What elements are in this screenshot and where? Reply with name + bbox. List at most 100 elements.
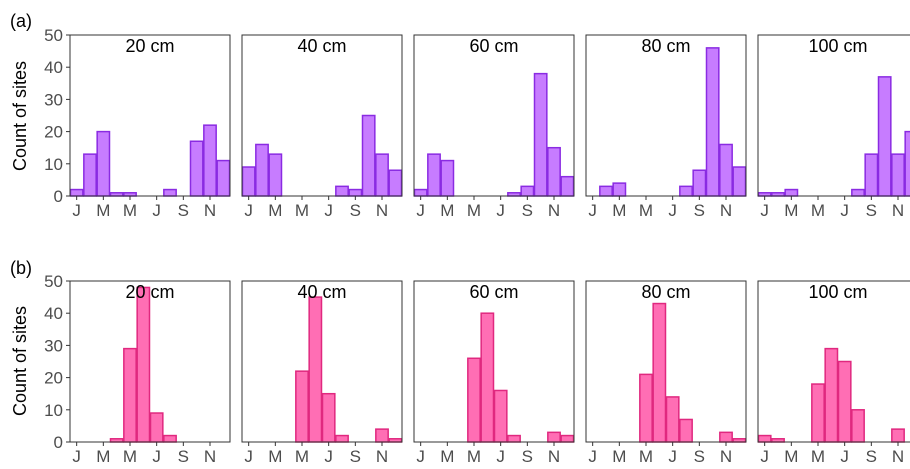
x-tick-label: J <box>152 201 161 220</box>
histogram-bar <box>203 124 217 197</box>
histogram-bar <box>560 434 575 443</box>
histogram-bar <box>824 347 839 443</box>
y-tick-label: 20 <box>44 369 63 388</box>
histogram-bar <box>123 347 137 443</box>
facet-title: 100 cm <box>808 282 867 302</box>
facet-title: 40 cm <box>297 282 346 302</box>
facet-panel-border <box>757 34 910 197</box>
histogram-bar <box>295 370 309 443</box>
histogram-bar <box>189 140 204 197</box>
histogram-bar <box>136 286 151 443</box>
histogram-bar <box>851 409 865 443</box>
x-tick-label: S <box>866 447 877 466</box>
histogram-bar <box>335 434 349 443</box>
histogram-bar <box>652 302 667 443</box>
x-tick-label: S <box>866 201 877 220</box>
histogram-bar <box>599 185 613 197</box>
x-tick-label: M <box>440 201 454 220</box>
histogram-bar <box>639 373 653 443</box>
x-tick-label: M <box>784 447 798 466</box>
x-tick-label: S <box>178 447 189 466</box>
x-tick-label: J <box>496 201 505 220</box>
histogram-bar <box>413 188 428 197</box>
panel-row-tag: (a) <box>10 11 32 31</box>
histogram-bar <box>547 146 561 197</box>
y-tick-label: 0 <box>54 433 63 452</box>
x-tick-label: M <box>612 201 626 220</box>
histogram-bar <box>388 169 403 197</box>
histogram-bar <box>96 130 111 197</box>
x-tick-label: N <box>720 447 732 466</box>
histogram-bar <box>507 434 521 443</box>
x-tick-label: J <box>668 447 677 466</box>
histogram-bar <box>757 434 772 443</box>
facet-title: 100 cm <box>808 36 867 56</box>
x-tick-label: S <box>178 201 189 220</box>
x-tick-label: M <box>96 447 110 466</box>
histogram-bar <box>837 360 852 443</box>
histogram-bar <box>864 153 879 197</box>
facet-panel-border <box>757 280 910 443</box>
x-tick-label: M <box>295 201 309 220</box>
x-tick-label: S <box>522 447 533 466</box>
x-tick-label: J <box>588 447 597 466</box>
histogram-bar <box>467 357 481 443</box>
facet-title: 20 cm <box>125 282 174 302</box>
histogram-bar <box>520 185 535 197</box>
x-tick-label: S <box>694 447 705 466</box>
histogram-bar <box>493 389 508 443</box>
histogram-bar <box>69 188 84 197</box>
histogram-bar <box>149 412 164 443</box>
histogram-bar <box>163 434 177 443</box>
histogram-bar <box>375 428 389 443</box>
x-tick-label: N <box>204 201 216 220</box>
x-tick-label: J <box>588 201 597 220</box>
x-tick-label: S <box>694 201 705 220</box>
x-tick-label: J <box>72 201 81 220</box>
x-tick-label: M <box>811 447 825 466</box>
x-tick-label: M <box>268 201 282 220</box>
histogram-bar <box>533 72 548 197</box>
facet-title: 80 cm <box>641 282 690 302</box>
x-tick-label: M <box>784 201 798 220</box>
facet-panel-border <box>69 34 231 197</box>
histogram-bar <box>612 182 627 197</box>
x-tick-label: J <box>244 201 253 220</box>
x-tick-label: J <box>244 447 253 466</box>
y-tick-label: 40 <box>44 304 63 323</box>
x-tick-label: M <box>467 447 481 466</box>
facet-title: 20 cm <box>125 36 174 56</box>
histogram-bar <box>163 188 177 197</box>
facet-panel-border <box>241 280 403 443</box>
histogram-bar <box>375 153 389 197</box>
x-tick-label: J <box>152 447 161 466</box>
x-tick-label: M <box>268 447 282 466</box>
facet-panel-border <box>241 34 403 197</box>
panel-row-tag: (b) <box>10 258 32 278</box>
x-tick-label: M <box>467 201 481 220</box>
histogram-bar <box>679 418 693 443</box>
y-axis-label: Count of sites <box>10 61 30 171</box>
x-tick-label: M <box>612 447 626 466</box>
histogram-bar <box>679 185 693 197</box>
x-tick-label: N <box>548 201 560 220</box>
histogram-bar <box>719 143 733 197</box>
y-tick-label: 0 <box>54 187 63 206</box>
histogram-bar <box>83 153 97 197</box>
facet-panel-border <box>413 280 575 443</box>
x-tick-label: N <box>204 447 216 466</box>
histogram-bar <box>811 383 825 443</box>
histogram-bar <box>427 153 441 197</box>
y-tick-label: 30 <box>44 336 63 355</box>
facet-panel-border <box>585 280 747 443</box>
x-tick-label: S <box>522 201 533 220</box>
x-tick-label: M <box>123 447 137 466</box>
histogram-bar <box>692 169 707 197</box>
histogram-bar <box>547 431 561 443</box>
facet-panel-border <box>585 34 747 197</box>
histogram-bar <box>851 188 865 197</box>
x-tick-label: J <box>324 447 333 466</box>
y-tick-label: 30 <box>44 90 63 109</box>
x-tick-label: J <box>416 201 425 220</box>
facet-panel-border <box>413 34 575 197</box>
